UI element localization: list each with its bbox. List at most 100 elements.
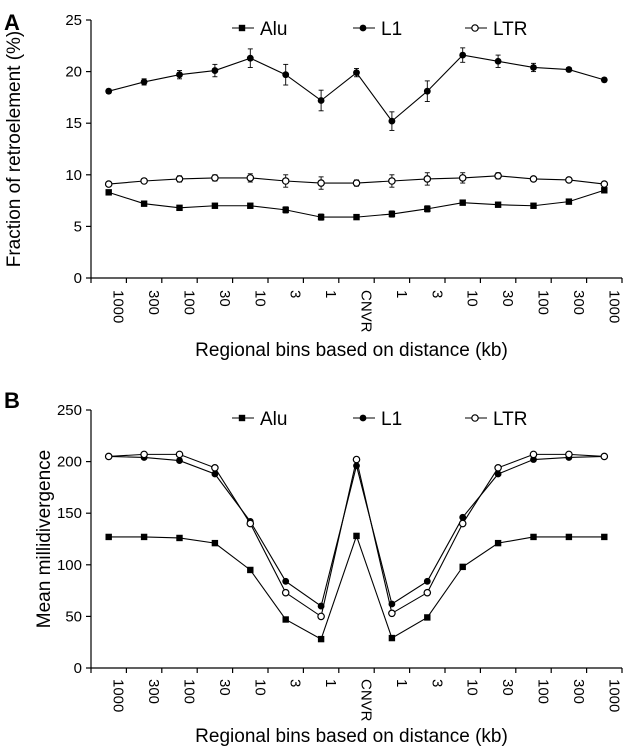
data-point-ltr xyxy=(600,180,609,188)
data-point-ltr xyxy=(423,175,432,183)
data-point-l1 xyxy=(459,51,467,59)
x-tick-label: 1000 xyxy=(110,679,127,712)
y-tick-label: 0 xyxy=(74,270,82,287)
y-tick-label: 100 xyxy=(57,557,82,574)
data-point-ltr xyxy=(529,450,538,459)
series-ltr xyxy=(104,450,609,621)
data-point-ltr xyxy=(494,172,502,180)
data-point-alu xyxy=(353,213,360,221)
data-point-alu xyxy=(140,533,148,541)
data-point-l1 xyxy=(282,577,290,585)
data-point-ltr xyxy=(565,176,573,184)
legend-label-l1: L1 xyxy=(381,19,402,40)
legend-label-ltr: LTR xyxy=(493,409,527,430)
y-tick-label: 150 xyxy=(57,505,82,522)
x-tick-label: 300 xyxy=(570,679,587,704)
legend-label-l1: L1 xyxy=(381,409,402,430)
data-point-l1 xyxy=(530,456,537,463)
series-line-alu xyxy=(108,534,605,640)
x-tick-label: 3 xyxy=(287,290,304,298)
legend-marker-ltr xyxy=(471,24,479,32)
data-point-l1 xyxy=(176,457,183,464)
x-tick-label: 10 xyxy=(464,290,481,307)
y-tick-label: 25 xyxy=(65,12,82,29)
legend-label-alu: Alu xyxy=(260,409,287,430)
data-point-ltr xyxy=(458,174,467,182)
data-point-alu xyxy=(530,202,537,209)
data-point-alu xyxy=(247,202,254,209)
data-point-l1 xyxy=(459,513,467,521)
data-point-ltr xyxy=(388,609,396,618)
data-point-ltr xyxy=(458,519,467,528)
data-point-alu xyxy=(601,187,608,194)
x-tick-label: 30 xyxy=(216,679,233,696)
x-tick-label: 100 xyxy=(535,679,552,704)
data-point-alu xyxy=(211,202,219,209)
x-tick-label: 100 xyxy=(181,679,198,704)
x-tick-label: 1 xyxy=(393,290,410,298)
y-tick-label: 5 xyxy=(74,218,82,235)
y-tick-label: 50 xyxy=(65,608,82,625)
data-point-alu xyxy=(565,533,573,541)
x-tick-label: 30 xyxy=(216,290,233,307)
x-tick-label: 1000 xyxy=(605,290,622,323)
data-point-ltr xyxy=(175,450,184,459)
x-tick-label: 30 xyxy=(499,679,516,696)
data-point-ltr xyxy=(211,174,219,182)
series-alu xyxy=(105,187,608,221)
data-point-alu xyxy=(459,199,466,206)
x-tick-label: 10 xyxy=(251,679,268,696)
legend-marker-l1 xyxy=(359,24,367,32)
x-tick-label: CNVR xyxy=(358,290,375,333)
data-point-l1 xyxy=(423,577,431,585)
data-point-l1 xyxy=(176,71,183,79)
y-tick-label: 15 xyxy=(65,115,82,132)
y-axis-title: Mean millidivergence xyxy=(34,450,55,628)
legend-marker-alu xyxy=(238,24,246,32)
data-point-alu xyxy=(601,533,608,541)
x-tick-label: 3 xyxy=(428,290,445,298)
data-point-alu xyxy=(176,204,183,212)
series-line-l1 xyxy=(108,54,605,122)
x-tick-label: 100 xyxy=(535,290,552,315)
data-point-l1 xyxy=(565,66,573,73)
data-point-l1 xyxy=(211,470,219,478)
data-point-l1 xyxy=(600,76,608,84)
data-point-ltr xyxy=(175,175,184,183)
data-point-ltr xyxy=(140,450,148,459)
legend-marker-ltr xyxy=(471,414,479,422)
x-tick-label: 1000 xyxy=(110,290,127,323)
x-tick-label: 30 xyxy=(499,290,516,307)
y-axis-title: Fraction of retroelement (%) xyxy=(4,31,25,268)
legend-label-alu: Alu xyxy=(260,19,287,40)
series-line-alu xyxy=(108,189,605,218)
x-axis-title: Regional bins based on distance (kb) xyxy=(195,340,508,361)
data-point-alu xyxy=(105,533,112,541)
legend-marker-l1 xyxy=(359,414,367,422)
data-point-alu xyxy=(140,200,148,207)
x-tick-label: 300 xyxy=(145,679,162,704)
data-point-ltr xyxy=(423,588,432,597)
x-tick-label: 10 xyxy=(251,290,268,307)
data-point-alu xyxy=(247,566,254,574)
data-point-ltr xyxy=(104,180,113,188)
data-point-ltr xyxy=(317,179,325,187)
x-tick-label: 100 xyxy=(181,290,198,315)
data-point-ltr xyxy=(281,177,290,185)
data-point-alu xyxy=(211,539,219,547)
data-point-alu xyxy=(565,198,573,205)
data-point-l1 xyxy=(530,64,537,71)
data-point-alu xyxy=(530,533,537,541)
data-point-l1 xyxy=(494,470,502,478)
series-line-l1 xyxy=(108,455,605,607)
data-point-alu xyxy=(424,614,431,621)
panel-a-chart: 0 5 10 15 20 25 1000 300 100 30 10 3 1 CNVR 1 3 10 30 100 3… xyxy=(4,12,623,361)
x-tick-label: 3 xyxy=(428,679,445,687)
data-point-l1 xyxy=(140,78,148,86)
x-tick-label: 300 xyxy=(145,290,162,315)
y-tick-label: 250 xyxy=(57,402,82,419)
legend-label-ltr: LTR xyxy=(493,19,527,40)
data-point-ltr xyxy=(529,175,538,183)
data-point-l1 xyxy=(494,57,502,65)
data-point-alu xyxy=(494,201,502,208)
